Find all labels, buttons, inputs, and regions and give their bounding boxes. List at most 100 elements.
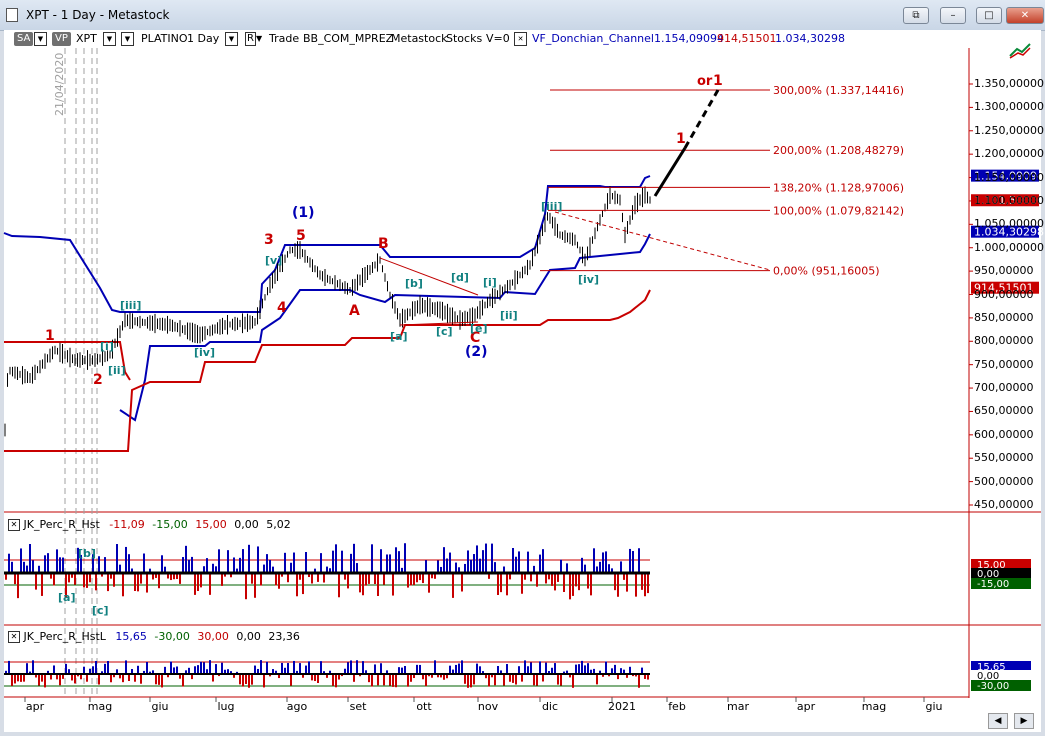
r-button[interactable]: R [245,32,256,46]
vp-button[interactable]: VP [52,32,71,46]
time-axis-label: lug [217,700,234,713]
vertical-date-label: 21/04/2020 [53,53,66,116]
wave-label-teal: [iv] [578,273,599,286]
price-axis-label: 850,00000 [974,310,1034,324]
wave-label-teal: [ii] [108,364,126,377]
panel1-tag-top: 15,00 [977,560,1006,571]
instrument-name: PLATINO [141,32,188,45]
panel2-title: ✕ JK_Perc_R_HstL 15,65 -30,00 30,00 0,00… [8,630,300,643]
wave-label-teal: [c] [436,325,453,338]
donchian-upper-red-line [4,341,131,381]
panel1-title: ✕ JK_Perc_R_Hst -11,09 -15,00 15,00 0,00… [8,518,291,531]
price-axis-label: 500,00000 [974,474,1034,488]
price-axis-label: 1.200,00000 [974,147,1044,161]
time-axis-label: giu [925,700,942,713]
price-axis-label: 900,00000 [974,287,1034,301]
wave-label-red: 1 [713,73,723,89]
time-axis-label: apr [26,700,45,713]
panel2-value3: 30,00 [197,630,229,643]
scroll-right-button[interactable]: ▶ [1014,713,1034,729]
panel2-close-box[interactable]: ✕ [8,631,20,643]
wave-label-red: 2 [93,372,103,388]
wave-label-red: 4 [277,300,287,316]
time-axis-label: dic [542,700,558,713]
fib-level-label: 138,20% (1.128,97006) [773,181,904,194]
r-dropdown-arrow[interactable]: ▼ [256,34,263,43]
panel2-tag-top: 15,65 [977,662,1006,673]
chart-toolbar: SA ▼ VP XPT ▼ ▼ PLATINO 1 Day ▼ R ▼ Trad… [4,30,1041,48]
sa-button[interactable]: SA [14,32,34,46]
price-tag-mid: 1.034,30298 [974,226,1044,239]
time-axis-label: set [350,700,367,713]
time-axis-label: feb [668,700,686,713]
wave-label-teal: [a] [390,330,407,343]
wave-label-red: B [378,236,389,252]
wave-label-blue: (2) [465,344,488,360]
sa-dropdown[interactable]: ▼ [34,32,47,46]
price-tag-last-bg [971,194,1039,207]
fib-level-label: 200,00% (1.208,48279) [773,144,904,157]
scroll-left-button[interactable]: ◀ [988,713,1008,729]
panel1-value2: -15,00 [152,518,188,531]
panel1-label-b: [b] [78,547,96,560]
time-axis-label: ott [416,700,432,713]
price-axis-label: 1.000,00000 [974,240,1044,254]
indicator-close-box[interactable]: ✕ [514,32,527,46]
donchian-mid-line [119,233,651,422]
document-icon [6,8,18,22]
panel2-tag-bot-bg [971,680,1031,691]
symbol-dropdown[interactable]: ▼ [103,32,116,46]
donchian-upper-line [3,175,651,313]
wave-label-red: C [470,330,480,346]
panel1-value1: -11,09 [109,518,145,531]
chart-tool-icon[interactable] [1008,40,1032,60]
fib-anchor-dashed-line [554,211,771,271]
price-axis-label: 450,00000 [974,498,1034,511]
template-label: BB_COM_MPREZ [303,32,394,45]
price-axis-label: 1.150,00000 [974,170,1044,184]
price-axis-label: 1.250,00000 [974,123,1044,137]
horizontal-scroll: ◀ ▶ [988,713,1036,729]
maximize-button[interactable]: □ [976,7,1002,24]
time-axis-label: giu [151,700,168,713]
panel2-tag-mid-bg [971,670,1031,680]
time-axis-label: nov [478,700,499,713]
window-title: XPT - 1 Day - Metastock [26,8,170,22]
wave-label-teal: [v] [265,254,282,267]
wave-label-teal: [e] [470,322,488,335]
panel2-name: JK_Perc_R_HstL [23,630,106,643]
panel2-value1: 15,65 [115,630,147,643]
trade-label: Trade [269,32,300,45]
price-axis-label: 1.050,00000 [974,217,1044,231]
panel1-value4: 0,00 [234,518,259,531]
indicator-value-lower: 914,51501 [717,32,777,45]
price-axis-label: 1.100,00000 [974,193,1044,207]
period-dropdown[interactable]: ▼ [225,32,238,46]
wave-label-red: 3 [264,232,274,248]
panel1-value3: 15,00 [195,518,227,531]
wave-label-red: 1 [45,328,55,344]
wave-label-teal: [iii] [541,200,562,213]
panel1-tag-mid-bg [971,568,1031,578]
indicator-value-upper: 1.154,09094 [654,32,724,45]
indicator-value-mid: 1.034,30298 [775,32,845,45]
panel1-close-box[interactable]: ✕ [8,519,20,531]
v-label: V=0 [486,32,510,45]
wave-label-teal: [iv] [194,346,215,359]
time-axis-label: mag [88,700,112,713]
name-dropdown[interactable]: ▼ [121,32,134,46]
close-button[interactable]: ✕ [1006,7,1044,24]
wave-label-red: 5 [296,228,306,244]
wave-label-teal: [ii] [500,309,518,322]
minimize-button[interactable]: – [940,7,966,24]
price-axis-label: 550,00000 [974,451,1034,465]
triangle-lower-line [399,321,479,326]
type-label: Stocks [446,32,483,45]
wave-label-teal: [i] [100,340,114,353]
wave-label-teal: [i] [483,276,497,289]
panel1-name: JK_Perc_R_Hst [23,518,100,531]
restore-all-button[interactable]: ⧉ [903,7,929,24]
price-axis-label: 1.300,00000 [974,100,1044,114]
price-axis-label: 750,00000 [974,357,1034,371]
